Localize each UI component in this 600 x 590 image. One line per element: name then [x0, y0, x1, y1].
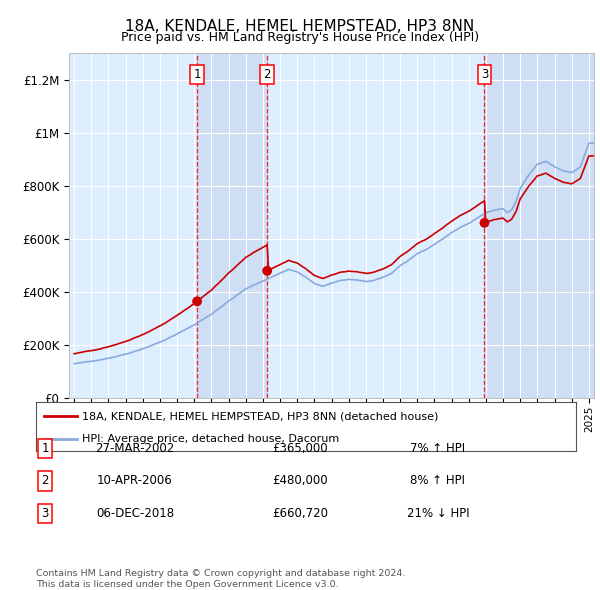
Text: £480,000: £480,000 [272, 474, 328, 487]
Text: 8% ↑ HPI: 8% ↑ HPI [410, 474, 466, 487]
Text: 06-DEC-2018: 06-DEC-2018 [96, 507, 174, 520]
Text: 21% ↓ HPI: 21% ↓ HPI [407, 507, 469, 520]
Text: £660,720: £660,720 [272, 507, 328, 520]
Text: 3: 3 [41, 507, 49, 520]
Point [479, 218, 489, 228]
Text: Contains HM Land Registry data © Crown copyright and database right 2024.
This d: Contains HM Land Registry data © Crown c… [36, 569, 406, 589]
Text: Price paid vs. HM Land Registry's House Price Index (HPI): Price paid vs. HM Land Registry's House … [121, 31, 479, 44]
Text: 7% ↑ HPI: 7% ↑ HPI [410, 442, 466, 455]
Point [262, 266, 272, 276]
Text: 18A, KENDALE, HEMEL HEMPSTEAD, HP3 8NN (detached house): 18A, KENDALE, HEMEL HEMPSTEAD, HP3 8NN (… [82, 411, 438, 421]
Text: HPI: Average price, detached house, Dacorum: HPI: Average price, detached house, Daco… [82, 434, 339, 444]
Text: 18A, KENDALE, HEMEL HEMPSTEAD, HP3 8NN: 18A, KENDALE, HEMEL HEMPSTEAD, HP3 8NN [125, 19, 475, 34]
Text: 1: 1 [193, 68, 201, 81]
Text: £365,000: £365,000 [272, 442, 328, 455]
Bar [484, 53, 593, 398]
Text: 2: 2 [263, 68, 271, 81]
Text: 1: 1 [41, 442, 49, 455]
Text: 10-APR-2006: 10-APR-2006 [97, 474, 173, 487]
Text: 3: 3 [481, 68, 488, 81]
Text: 27-MAR-2002: 27-MAR-2002 [95, 442, 175, 455]
Bar [197, 53, 267, 398]
Text: 2: 2 [41, 474, 49, 487]
Point [193, 297, 202, 306]
